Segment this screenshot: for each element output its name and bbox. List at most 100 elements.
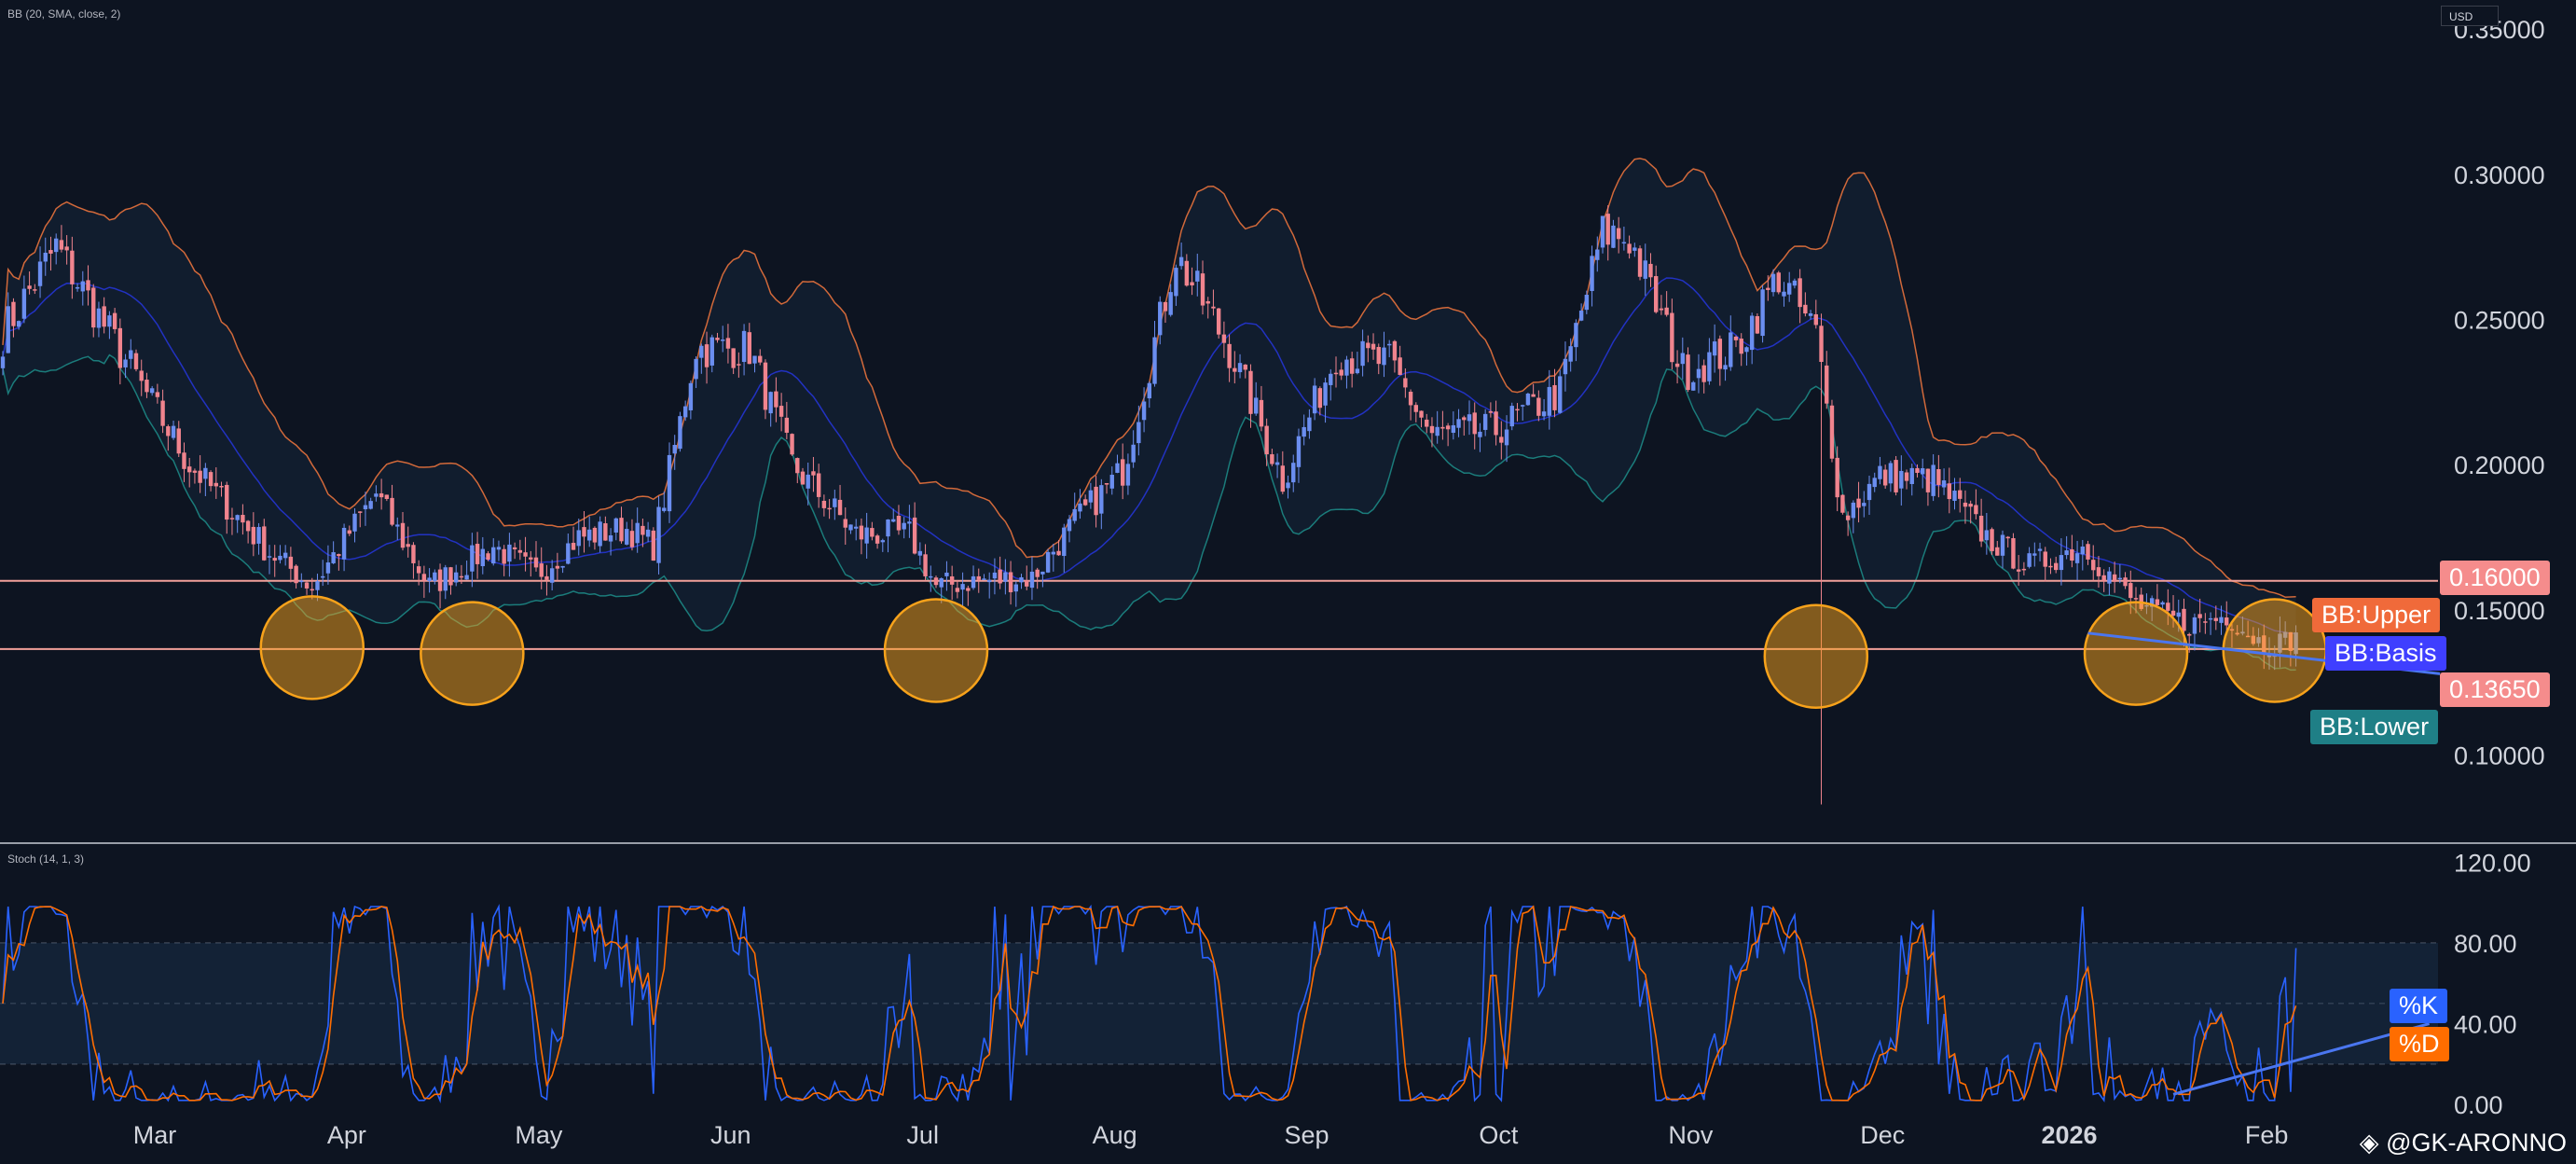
- candle-body: [1825, 365, 1829, 404]
- candle-304: [1621, 226, 1627, 251]
- candle-387: [2064, 535, 2069, 560]
- candle-292: [1558, 369, 1563, 414]
- candle-body: [949, 575, 955, 585]
- candle-body: [256, 527, 261, 544]
- candle-177: [944, 561, 949, 591]
- candle-body: [1387, 343, 1392, 346]
- candle-140: [747, 323, 751, 365]
- candle-213: [1136, 405, 1141, 456]
- candle-276: [1472, 402, 1477, 450]
- candle-body: [635, 522, 640, 544]
- candle-231: [1233, 351, 1237, 384]
- candle-262: [1398, 345, 1402, 376]
- candle-123: [656, 495, 661, 575]
- candle-body: [325, 562, 331, 574]
- candle-body: [592, 527, 598, 543]
- candle-body: [1632, 247, 1637, 251]
- candle-body: [1947, 483, 1951, 500]
- candle-241: [1286, 475, 1290, 499]
- candle-360: [1921, 458, 1925, 489]
- candle-271: [1445, 423, 1451, 447]
- candle-275: [1467, 400, 1472, 436]
- candle-body: [241, 515, 245, 523]
- candle-39: [208, 470, 214, 492]
- candle-375: [2000, 530, 2005, 569]
- candle-body: [1152, 337, 1157, 384]
- candle-body: [80, 281, 85, 292]
- candle-182: [971, 565, 976, 590]
- candle-body: [747, 332, 751, 365]
- candle-body: [875, 535, 880, 544]
- candle-119: [635, 507, 640, 553]
- candle-body: [2086, 544, 2090, 560]
- candle-376: [2005, 535, 2010, 547]
- candle-369: [1968, 500, 1973, 524]
- candle-24: [129, 339, 133, 369]
- candle-body: [1798, 278, 1802, 308]
- bb-indicator-label[interactable]: BB (20, SMA, close, 2): [7, 7, 121, 21]
- candle-277: [1478, 423, 1482, 452]
- candle-299: [1595, 236, 1600, 272]
- candle-190: [1013, 581, 1018, 607]
- candle-220: [1174, 264, 1178, 306]
- price-label-0.16: 0.16000: [2440, 561, 2550, 595]
- candle-194: [1035, 567, 1040, 589]
- candle-341: [1819, 313, 1824, 805]
- candle-body: [774, 391, 778, 408]
- stoch-indicator-label[interactable]: Stoch (14, 1, 3): [7, 852, 85, 866]
- candle-106: [566, 534, 571, 565]
- candle-236: [1259, 385, 1264, 432]
- candle-body: [768, 392, 773, 414]
- candle-body: [176, 428, 181, 454]
- candle-body: [992, 572, 998, 579]
- candle-body: [1440, 426, 1445, 429]
- candle-384: [2048, 558, 2053, 575]
- candle-41: [219, 481, 224, 497]
- candle-195: [1040, 571, 1045, 588]
- candle-body: [1274, 462, 1280, 465]
- candle-317: [1691, 381, 1696, 391]
- candle-body: [1168, 292, 1173, 315]
- candle-body: [1121, 459, 1125, 486]
- candle-body: [982, 578, 986, 580]
- candle-127: [678, 411, 682, 452]
- candle-57: [304, 581, 310, 595]
- candle-body: [2091, 560, 2096, 571]
- candle-343: [1829, 399, 1835, 463]
- candle-body: [1909, 467, 1914, 484]
- candle-body: [1760, 289, 1765, 337]
- candle-265: [1413, 402, 1418, 423]
- candle-body: [2005, 536, 2010, 539]
- candle-64: [341, 523, 347, 572]
- candle-body: [1862, 503, 1867, 506]
- candle-body: [262, 526, 267, 561]
- candle-4: [21, 275, 27, 324]
- candle-347: [1851, 500, 1856, 534]
- candle-354: [1888, 460, 1894, 492]
- candle-93: [496, 540, 502, 561]
- candle-318: [1696, 353, 1701, 394]
- candle-body: [1974, 505, 1978, 515]
- candle-163: [870, 521, 875, 541]
- candle-body: [864, 527, 869, 544]
- candle-203: [1082, 494, 1088, 506]
- candle-289: [1541, 398, 1547, 421]
- candle-body: [2192, 617, 2197, 634]
- currency-selector[interactable]: USD: [2441, 6, 2499, 26]
- candle-body: [400, 522, 406, 548]
- candle-405: [2160, 601, 2165, 609]
- candle-121: [645, 521, 651, 543]
- candle-125: [667, 442, 672, 523]
- candle-body: [1995, 547, 2000, 556]
- candle-366: [1952, 478, 1957, 510]
- candle-body: [721, 340, 725, 341]
- candle-199: [1062, 523, 1067, 573]
- candle-body: [662, 507, 667, 511]
- candle-98: [523, 536, 528, 572]
- candle-392: [2091, 545, 2096, 581]
- candle-311: [1659, 295, 1664, 315]
- candle-body: [278, 555, 282, 561]
- candle-364: [1941, 468, 1947, 495]
- candle-260: [1387, 340, 1392, 358]
